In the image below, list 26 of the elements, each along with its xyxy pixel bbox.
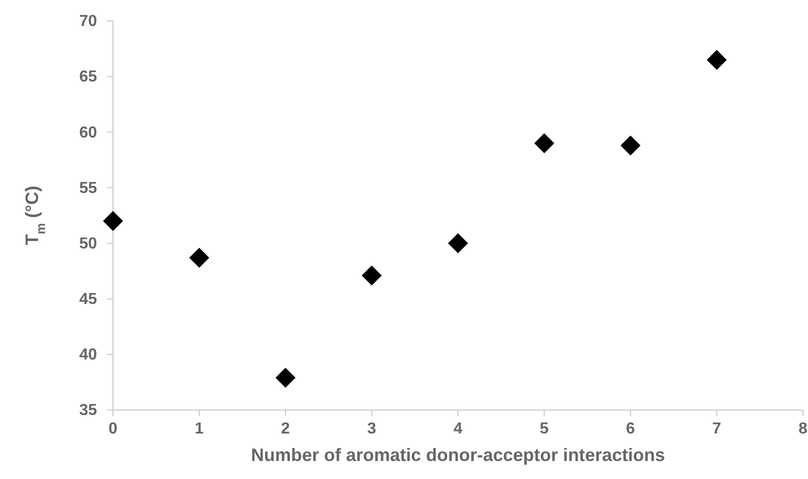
point	[706, 50, 727, 70]
x-tick-label: 4	[454, 420, 463, 438]
point	[620, 135, 640, 156]
x-tick-label: 7	[712, 420, 722, 438]
point	[276, 368, 296, 388]
y-tick-label: 55	[79, 180, 98, 197]
y-tick-label: 45	[79, 290, 98, 308]
point	[189, 248, 210, 268]
point	[362, 266, 382, 286]
y-tick-label: 50	[79, 235, 98, 252]
x-tick-label: 1	[194, 420, 204, 438]
y-tick-label: 35	[79, 402, 98, 420]
y-tick-label: 65	[79, 68, 98, 86]
point	[103, 211, 123, 232]
y-tick-label: 40	[79, 346, 98, 364]
x-axis-title: Number of aromatic donor-acceptor interactions	[250, 445, 666, 465]
x-tick-label: 8	[798, 420, 808, 438]
x-tick-label: 5	[540, 420, 549, 438]
x-tick-label: 3	[367, 420, 376, 438]
x-tick-label: 6	[626, 420, 636, 438]
y-tick-label: 60	[79, 124, 98, 142]
point	[534, 133, 554, 154]
y-tick-label: 70	[79, 13, 98, 30]
x-tick-label: 0	[108, 420, 118, 438]
x-tick-label: 2	[281, 420, 290, 438]
point	[448, 233, 468, 254]
